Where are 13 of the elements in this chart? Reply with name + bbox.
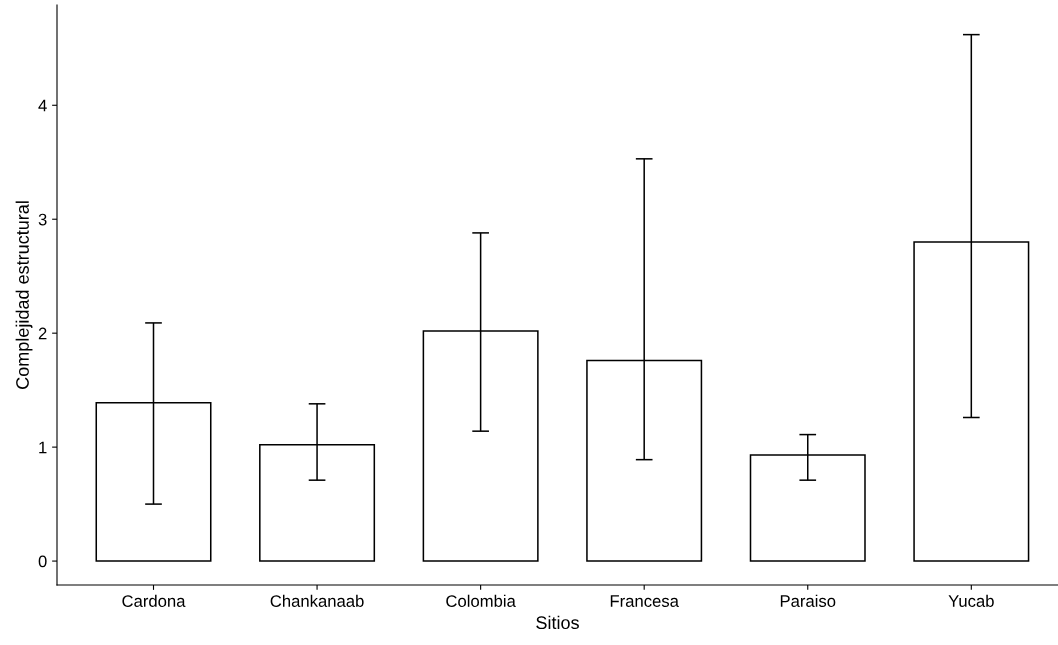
x-axis-title: Sitios	[536, 615, 579, 630]
x-tick-label: Colombia	[446, 594, 516, 607]
y-tick-label: 4	[38, 99, 47, 112]
y-tick-label: 0	[38, 555, 47, 568]
x-tick-label: Paraiso	[780, 594, 836, 607]
x-tick-label: Francesa	[610, 595, 679, 607]
x-tick-label: Yucab	[948, 594, 994, 607]
y-tick-label: 3	[38, 213, 47, 226]
y-axis-title: Complejidad estructural	[15, 201, 33, 389]
x-tick-label: Chankanaab	[270, 594, 364, 607]
y-tick-label: 2	[38, 327, 47, 340]
y-tick-label: 1	[39, 441, 47, 454]
x-tick-label: Cardona	[122, 594, 186, 607]
